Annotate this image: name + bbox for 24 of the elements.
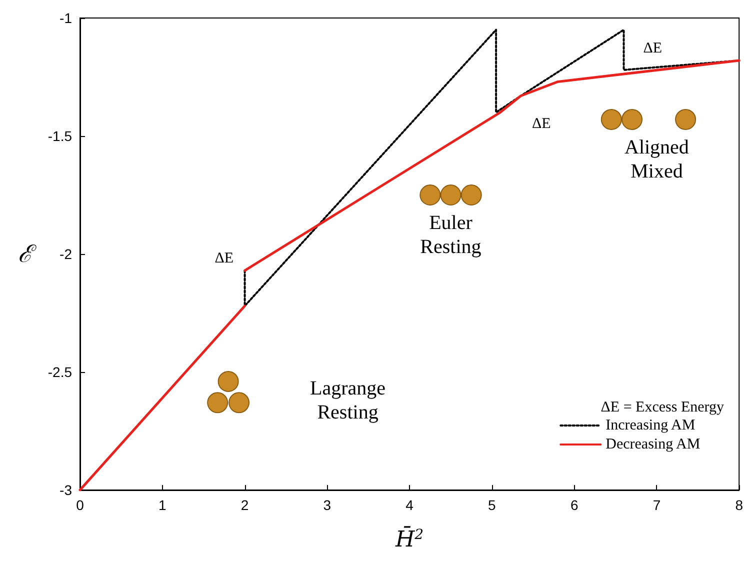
- x-tick-label: 3: [323, 497, 332, 513]
- annotation: Euler Resting: [420, 212, 482, 258]
- annotation: ΔE: [643, 40, 662, 57]
- legend-label: Increasing AM: [606, 418, 696, 434]
- x-tick-label: 6: [570, 497, 578, 513]
- legend-label: Decreasing AM: [606, 436, 700, 452]
- annotation: Aligned Mixed: [624, 136, 689, 183]
- y-tick-label: -3: [60, 482, 72, 498]
- y-tick-label: -2: [60, 246, 72, 262]
- y-tick-label: -1.5: [48, 128, 72, 144]
- x-tick-label: 1: [158, 497, 166, 513]
- annotation: ΔE: [532, 116, 551, 132]
- annotation: ΔE: [214, 250, 234, 267]
- y-axis-title: ℰ: [18, 240, 37, 268]
- x-tick-label: 5: [488, 497, 496, 513]
- x-tick-label: 7: [652, 497, 661, 513]
- annotation: Lagrange Resting: [310, 377, 386, 424]
- x-tick-label: 4: [406, 497, 414, 513]
- y-tick-label: -2.5: [48, 364, 72, 380]
- x-tick-label: 2: [240, 497, 249, 513]
- x-tick-label: 0: [76, 497, 84, 513]
- y-tick-label: -1: [60, 10, 72, 26]
- x-tick-label: 8: [735, 497, 744, 513]
- legend-title: ΔE = Excess Energy: [600, 400, 724, 416]
